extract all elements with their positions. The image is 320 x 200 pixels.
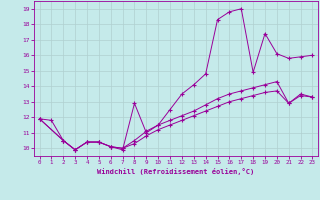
X-axis label: Windchill (Refroidissement éolien,°C): Windchill (Refroidissement éolien,°C) xyxy=(97,168,255,175)
